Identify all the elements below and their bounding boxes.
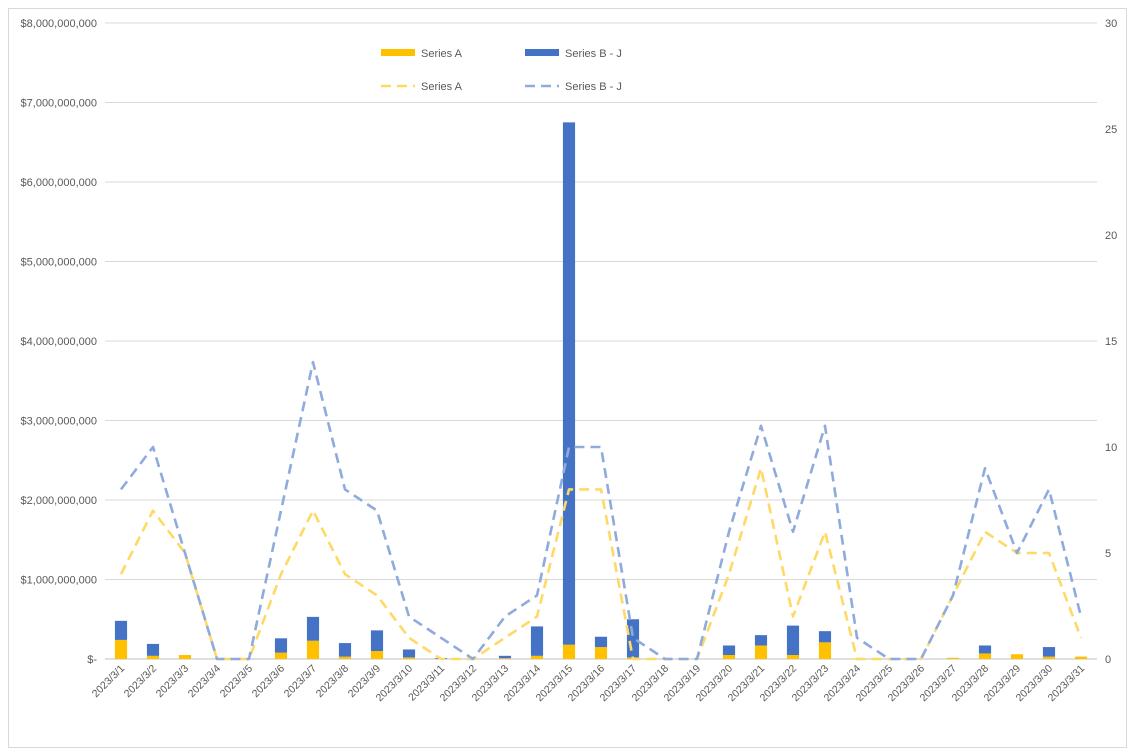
y-tick-label: $4,000,000,000 <box>21 336 97 348</box>
legend-label: Series B - J <box>565 48 622 60</box>
bar <box>114 639 128 659</box>
chart-area: $- $1,000,000,000 $2,000,000,000 $3,000,000… <box>8 8 1127 748</box>
bar <box>338 656 352 659</box>
y-tick-label: $7,000,000,000 <box>21 98 97 110</box>
bar <box>1010 654 1024 659</box>
bar <box>594 647 608 659</box>
bar <box>786 655 800 659</box>
y2-tick-label: 30 <box>1105 18 1117 30</box>
series-line <box>119 360 1083 661</box>
legend-swatch <box>381 49 415 56</box>
y2-tick-label: 5 <box>1105 548 1111 560</box>
y-tick-label: $- <box>87 654 97 666</box>
y-tick-label: $1,000,000,000 <box>21 575 97 587</box>
line-series <box>119 360 1083 661</box>
y2-tick-label: 0 <box>1105 654 1111 666</box>
x-tick-label: 2023/3/4 <box>186 663 223 700</box>
x-tick-label: 2023/3/6 <box>250 663 287 700</box>
bar <box>146 655 160 659</box>
bar <box>306 616 320 641</box>
bar <box>530 626 544 656</box>
x-tick-label: 2023/3/8 <box>314 663 351 700</box>
bar <box>562 644 576 659</box>
x-tick-label: 2023/3/2 <box>122 663 159 700</box>
x-tick-label: 2023/3/5 <box>218 663 255 700</box>
bar <box>338 643 352 657</box>
bar <box>594 636 608 648</box>
bar <box>754 635 768 646</box>
bar <box>754 645 768 659</box>
bar <box>370 630 384 652</box>
bar <box>114 620 128 640</box>
bar <box>722 645 736 656</box>
x-tick-label: 2023/3/1 <box>90 663 127 700</box>
x-tick-label: 2023/3/3 <box>154 663 191 700</box>
bar <box>946 657 960 659</box>
bar <box>274 652 288 659</box>
bar <box>1042 647 1056 657</box>
y2-tick-label: 10 <box>1105 442 1117 454</box>
x-tick-label: 2023/3/7 <box>282 663 319 700</box>
gridlines <box>105 22 1097 660</box>
bar <box>146 643 160 656</box>
secondary-axis-ticks: 0 5 10 15 20 25 30 <box>1105 18 1117 666</box>
bar <box>562 122 576 645</box>
bar <box>498 655 512 659</box>
y2-tick-label: 20 <box>1105 230 1117 242</box>
primary-axis-ticks: $- $1,000,000,000 $2,000,000,000 $3,000,000… <box>21 18 98 666</box>
series-line <box>119 466 1083 661</box>
bar <box>978 653 992 659</box>
bar <box>530 655 544 659</box>
y-tick-label: $3,000,000,000 <box>21 416 97 428</box>
y-tick-label: $2,000,000,000 <box>21 495 97 507</box>
bar <box>402 649 416 658</box>
bar <box>818 631 832 643</box>
bar <box>402 657 416 659</box>
bar <box>370 651 384 659</box>
bar <box>818 642 832 659</box>
bar <box>306 640 320 659</box>
legend-label: Series A <box>421 81 463 93</box>
legend-label: Series A <box>421 48 463 60</box>
legend-label: Series B - J <box>565 81 622 93</box>
y-tick-label: $5,000,000,000 <box>21 257 97 269</box>
bar <box>978 645 992 654</box>
legend-swatch <box>525 49 559 56</box>
bar <box>786 625 800 656</box>
bar <box>1042 656 1056 659</box>
bar <box>498 658 512 659</box>
y2-tick-label: 15 <box>1105 336 1117 348</box>
bar <box>722 655 736 659</box>
bar <box>626 619 640 658</box>
y-tick-label: $6,000,000,000 <box>21 177 97 189</box>
y2-tick-label: 25 <box>1105 124 1117 136</box>
bar-series <box>114 122 1088 660</box>
y-tick-label: $8,000,000,000 <box>21 18 97 30</box>
bar <box>274 638 288 653</box>
bar <box>1074 656 1088 659</box>
legend: Series A Series B - J Series A Series B - J <box>381 48 622 93</box>
bar <box>178 655 192 659</box>
category-axis-ticks: 2023/3/12023/3/22023/3/32023/3/42023/3/5… <box>90 663 1087 705</box>
combo-chart: $- $1,000,000,000 $2,000,000,000 $3,000,000… <box>21 18 1118 705</box>
